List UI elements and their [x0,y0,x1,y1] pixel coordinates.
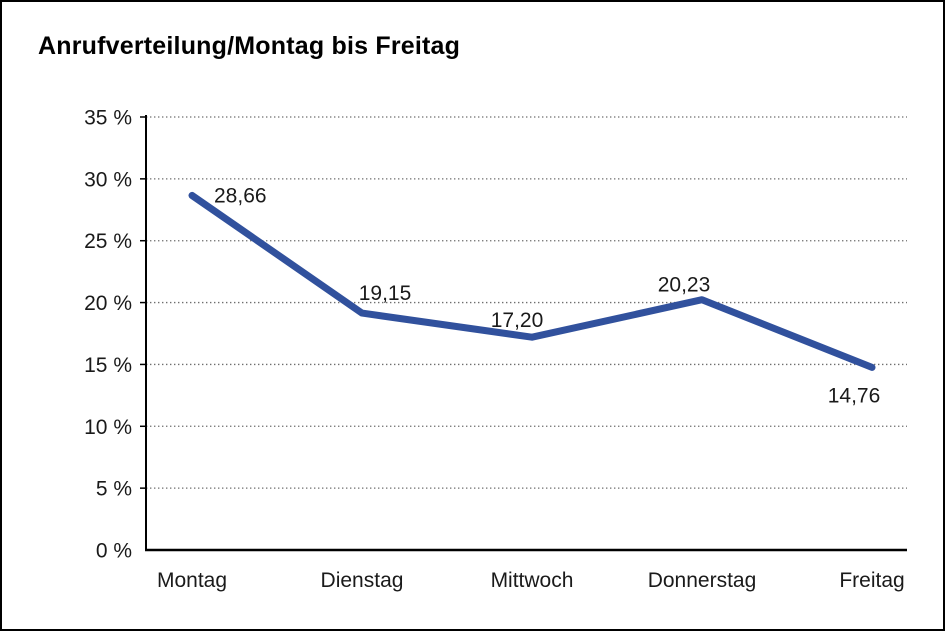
y-axis-tick-label: 15 % [84,354,132,377]
data-point-value-label: 28,66 [214,184,267,207]
y-axis-tick-label: 35 % [84,107,132,130]
y-axis-tick-label: 10 % [84,416,132,439]
y-axis-tick-label: 25 % [84,230,132,253]
y-axis-tick-label: 0 % [96,540,132,563]
y-axis-tick-label: 30 % [84,168,132,191]
y-axis-tick-label: 5 % [96,478,132,501]
data-point-value-label: 20,23 [658,274,711,297]
x-axis-category-label: Freitag [839,569,904,592]
data-point-value-label: 17,20 [491,309,544,332]
chart-title: Anrufverteilung/Montag bis Freitag [38,32,461,60]
y-axis-tick-label: 20 % [84,292,132,315]
data-line-series [188,191,876,371]
data-point-value-label: 19,15 [359,282,412,305]
x-axis-category-label: Donnerstag [648,569,757,592]
data-point-value-label: 14,76 [828,384,881,407]
x-axis-category-label: Dienstag [321,569,404,592]
x-axis-category-label: Mittwoch [491,569,574,592]
x-axis-category-label: Montag [157,569,227,592]
